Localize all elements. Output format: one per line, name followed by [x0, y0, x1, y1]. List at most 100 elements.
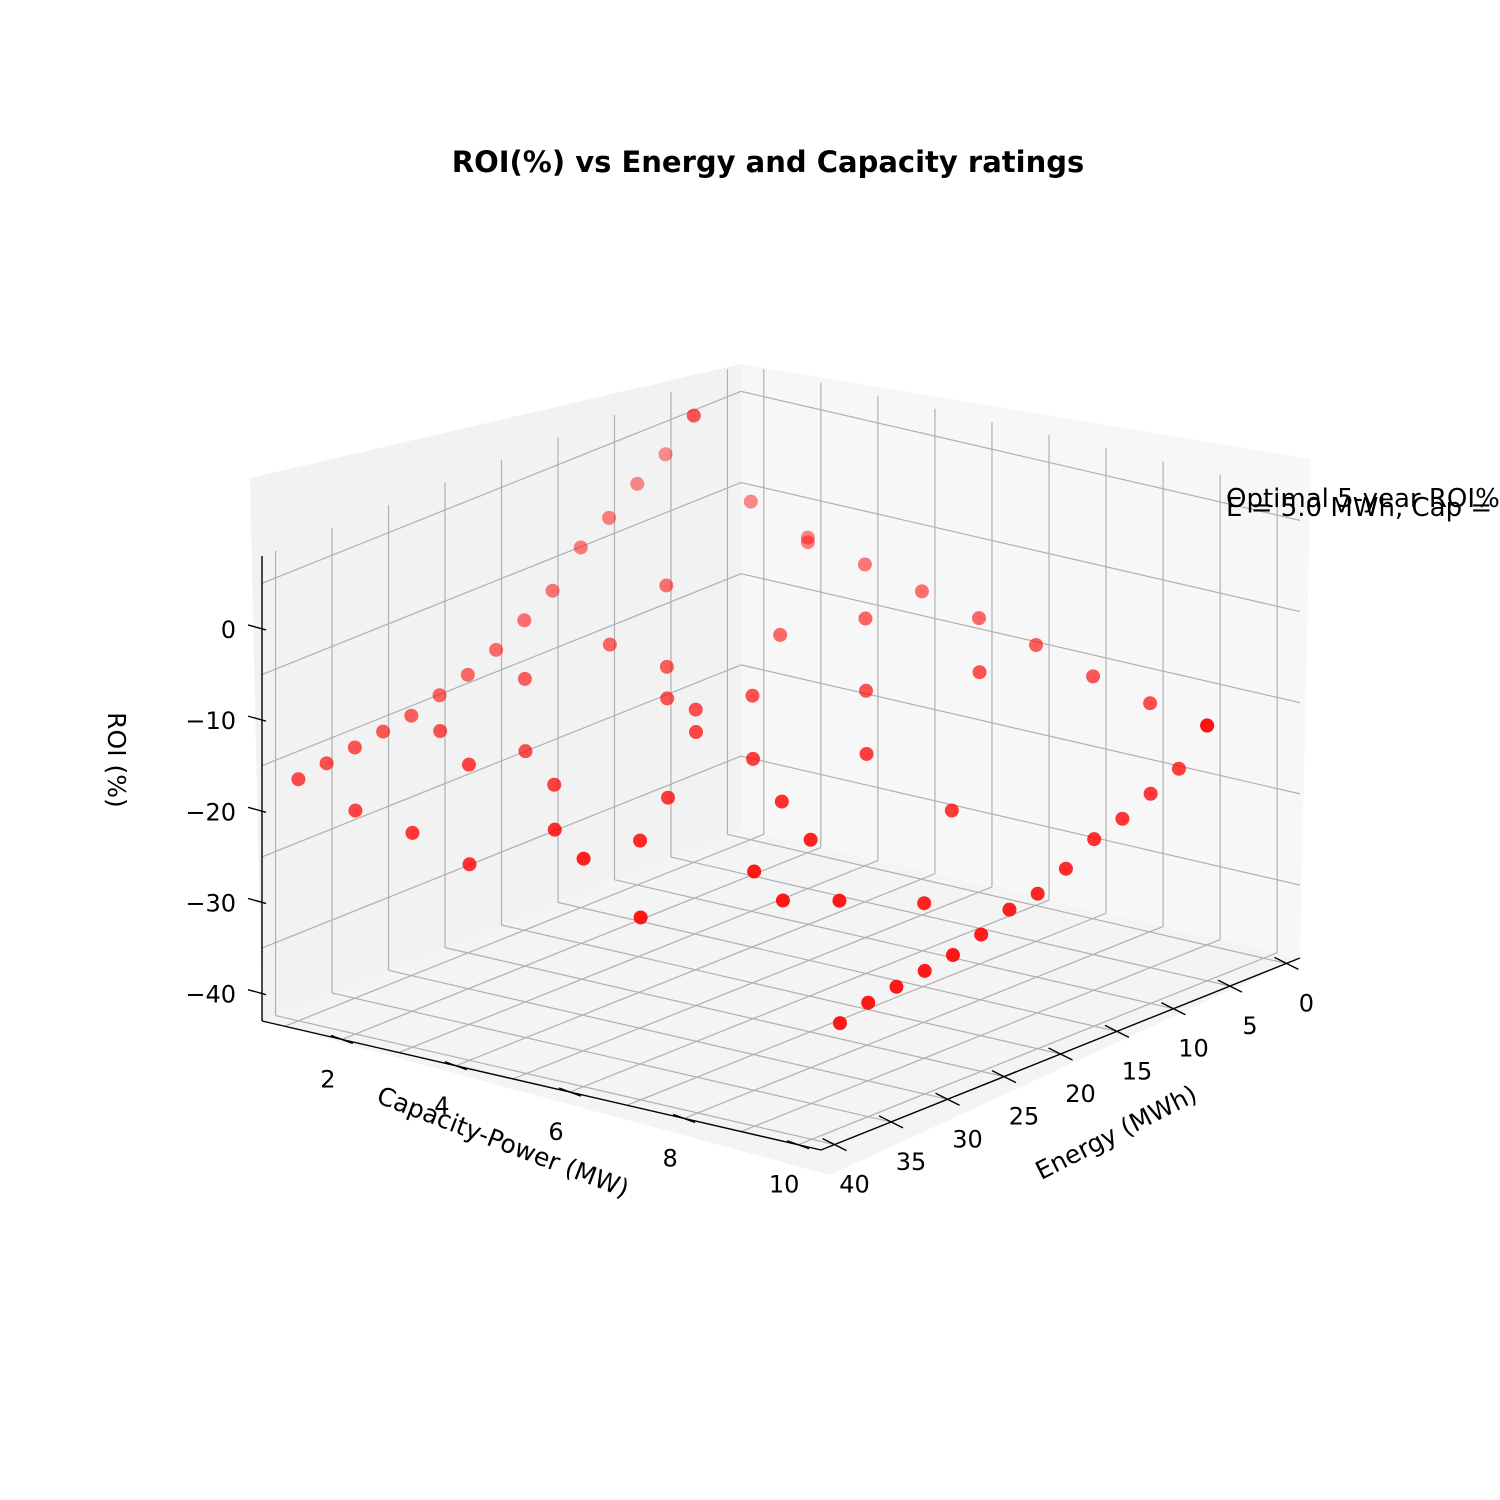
scatter-point [347, 740, 362, 755]
roi-axis-ticks: 0 −10 −20 −30 −40 [185, 616, 267, 1009]
scatter-point [547, 777, 562, 792]
scatter-point [803, 832, 818, 847]
scatter-point [1200, 718, 1215, 733]
scatter-point [658, 447, 673, 462]
energy-tick-label: 25 [1009, 1103, 1040, 1131]
scatter-point [917, 963, 932, 978]
grid-line-floor-energy [727, 833, 1287, 965]
grid-line-floor-energy [501, 924, 1061, 1055]
scatter-point [914, 584, 929, 599]
scatter-point [889, 979, 904, 994]
scatter-point [800, 530, 815, 545]
roi-tick-mark [247, 715, 267, 722]
scatter-point [462, 857, 477, 872]
energy-tick-mark [1217, 979, 1243, 993]
scatter-point [857, 557, 872, 572]
capacity-tick-mark [786, 1140, 810, 1150]
scatter-point [917, 896, 932, 911]
capacity-tick-label: 6 [548, 1118, 563, 1146]
scatter-point [1086, 669, 1101, 684]
scatter-point [460, 667, 475, 682]
grid-line-back-roi [740, 755, 1301, 886]
pane-floor [262, 829, 1300, 1175]
optimal-annotation: Optimal 5-year ROI% E = 5.0 MWh, Cap = [1226, 484, 1500, 523]
scatter-point [661, 790, 676, 805]
energy-tick-mark [991, 1070, 1017, 1084]
capacity-tick-mark [444, 1061, 468, 1071]
roi-tick-label: 0 [221, 616, 236, 644]
scatter-point [745, 688, 760, 703]
scatter-point [1087, 832, 1102, 847]
energy-tick-label: 10 [1178, 1035, 1209, 1063]
grid-line-left-roi [261, 390, 742, 584]
scatter-point [686, 408, 701, 423]
scatter-point [517, 613, 532, 628]
grid-line-floor-energy [444, 947, 1005, 1078]
energy-tick-mark [1048, 1047, 1073, 1061]
capacity-tick-mark [558, 1087, 582, 1097]
scatter-point [659, 659, 674, 674]
scatter-point [291, 772, 306, 787]
grid-line-left-roi [261, 481, 742, 676]
scatter-point [376, 724, 391, 739]
scatter-point [1143, 786, 1158, 801]
scatter-point [1002, 902, 1017, 917]
chart-title: ROI(%) vs Energy and Capacity ratings [452, 145, 1084, 179]
scatter-point [1030, 886, 1045, 901]
grid-lines [261, 369, 1301, 1146]
energy-tick-label: 30 [952, 1125, 983, 1153]
grid-line-left-roi [261, 573, 742, 767]
scatter-points [291, 408, 1215, 1031]
scatter-point [859, 683, 874, 698]
scatter-point [518, 744, 533, 759]
scatter-point [775, 893, 790, 908]
grid-line-floor-energy [388, 969, 948, 1100]
scatter-point [576, 851, 591, 866]
energy-tick-mark [935, 1092, 960, 1106]
energy-tick-label: 20 [1065, 1080, 1096, 1108]
capacity-axis-ticks: 2 4 6 8 10 [320, 1034, 810, 1199]
scatter-point [545, 583, 560, 598]
energy-tick-mark [1161, 1002, 1186, 1016]
capacity-tick-label: 10 [769, 1171, 800, 1199]
scatter-point [944, 803, 959, 818]
annotation-optimal-params: E = 5.0 MWh, Cap = [1226, 493, 1492, 523]
grid-line-left-roi [261, 755, 742, 949]
capacity-tick-label: 4 [434, 1092, 449, 1120]
scatter-point [602, 510, 617, 525]
scatter-point [858, 611, 873, 626]
scatter-point [461, 757, 476, 772]
roi-tick-label: −30 [185, 889, 236, 917]
scatter-point [319, 756, 334, 771]
scatter-point [633, 833, 648, 848]
z-axis-label: ROI (%) [102, 712, 131, 808]
roi-tick-mark [247, 624, 267, 631]
grid-line-back-roi [740, 481, 1301, 613]
scatter-point [945, 948, 960, 963]
scatter-point [688, 702, 703, 717]
grid-line-back-roi [740, 573, 1301, 704]
energy-tick-label: 35 [896, 1148, 927, 1176]
scatter-point [859, 746, 874, 761]
roi-tick-label: −20 [185, 798, 236, 826]
roi-tick-label: −40 [185, 981, 236, 1009]
scatter-point [686, 408, 701, 423]
scatter-point [547, 822, 562, 837]
energy-tick-label: 5 [1242, 1012, 1257, 1040]
grid-line-back-roi [740, 390, 1301, 521]
scatter-point [1029, 637, 1044, 652]
scatter-point [1115, 811, 1130, 826]
scatter-point [832, 893, 847, 908]
scatter-point [602, 637, 617, 652]
scatter-point [1143, 696, 1158, 711]
roi-tick-mark [247, 988, 267, 996]
scatter-point [688, 725, 703, 740]
energy-tick-mark [878, 1115, 904, 1129]
scatter-point [1171, 761, 1186, 776]
axes-3d [250, 364, 1311, 1175]
scatter-point [573, 540, 588, 555]
grid-line-back-roi [740, 664, 1301, 795]
scatter-point [972, 665, 987, 680]
scatter-point [404, 708, 419, 723]
